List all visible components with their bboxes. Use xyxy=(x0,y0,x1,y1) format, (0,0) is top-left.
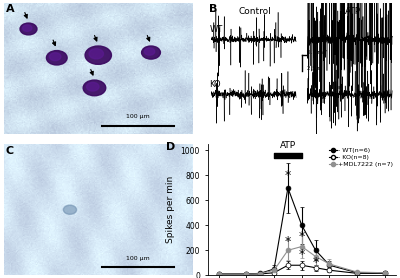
Circle shape xyxy=(63,205,76,214)
Text: 100 μm: 100 μm xyxy=(126,255,150,260)
Legend: - WT(n=6), - KO(n=8), +MDL7222 (n=7): - WT(n=6), - KO(n=8), +MDL7222 (n=7) xyxy=(329,147,393,167)
Text: WT: WT xyxy=(210,25,223,34)
Text: 0.1 mV: 0.1 mV xyxy=(308,50,327,55)
Circle shape xyxy=(144,48,155,55)
Text: Control: Control xyxy=(238,7,271,16)
Text: 100 μm: 100 μm xyxy=(126,114,150,119)
Circle shape xyxy=(142,46,160,59)
Circle shape xyxy=(86,82,99,91)
Circle shape xyxy=(20,23,37,35)
Text: *: * xyxy=(312,256,319,269)
Circle shape xyxy=(22,25,32,31)
Text: ATP: ATP xyxy=(280,141,296,150)
Text: ATP: ATP xyxy=(344,7,361,16)
Text: A: A xyxy=(6,4,14,14)
Text: *: * xyxy=(299,230,305,243)
Circle shape xyxy=(46,51,67,65)
Circle shape xyxy=(83,80,106,96)
Y-axis label: Spikes per min: Spikes per min xyxy=(166,176,175,243)
Text: D: D xyxy=(166,142,175,152)
Circle shape xyxy=(50,53,61,61)
Text: 2.5 s: 2.5 s xyxy=(308,66,321,71)
Text: *: * xyxy=(299,249,305,262)
Text: KO: KO xyxy=(210,80,221,89)
Text: *: * xyxy=(285,169,291,182)
Text: B: B xyxy=(210,4,218,14)
Text: *: * xyxy=(285,235,291,249)
Circle shape xyxy=(89,49,104,59)
Text: C: C xyxy=(6,146,14,156)
Circle shape xyxy=(85,46,112,64)
